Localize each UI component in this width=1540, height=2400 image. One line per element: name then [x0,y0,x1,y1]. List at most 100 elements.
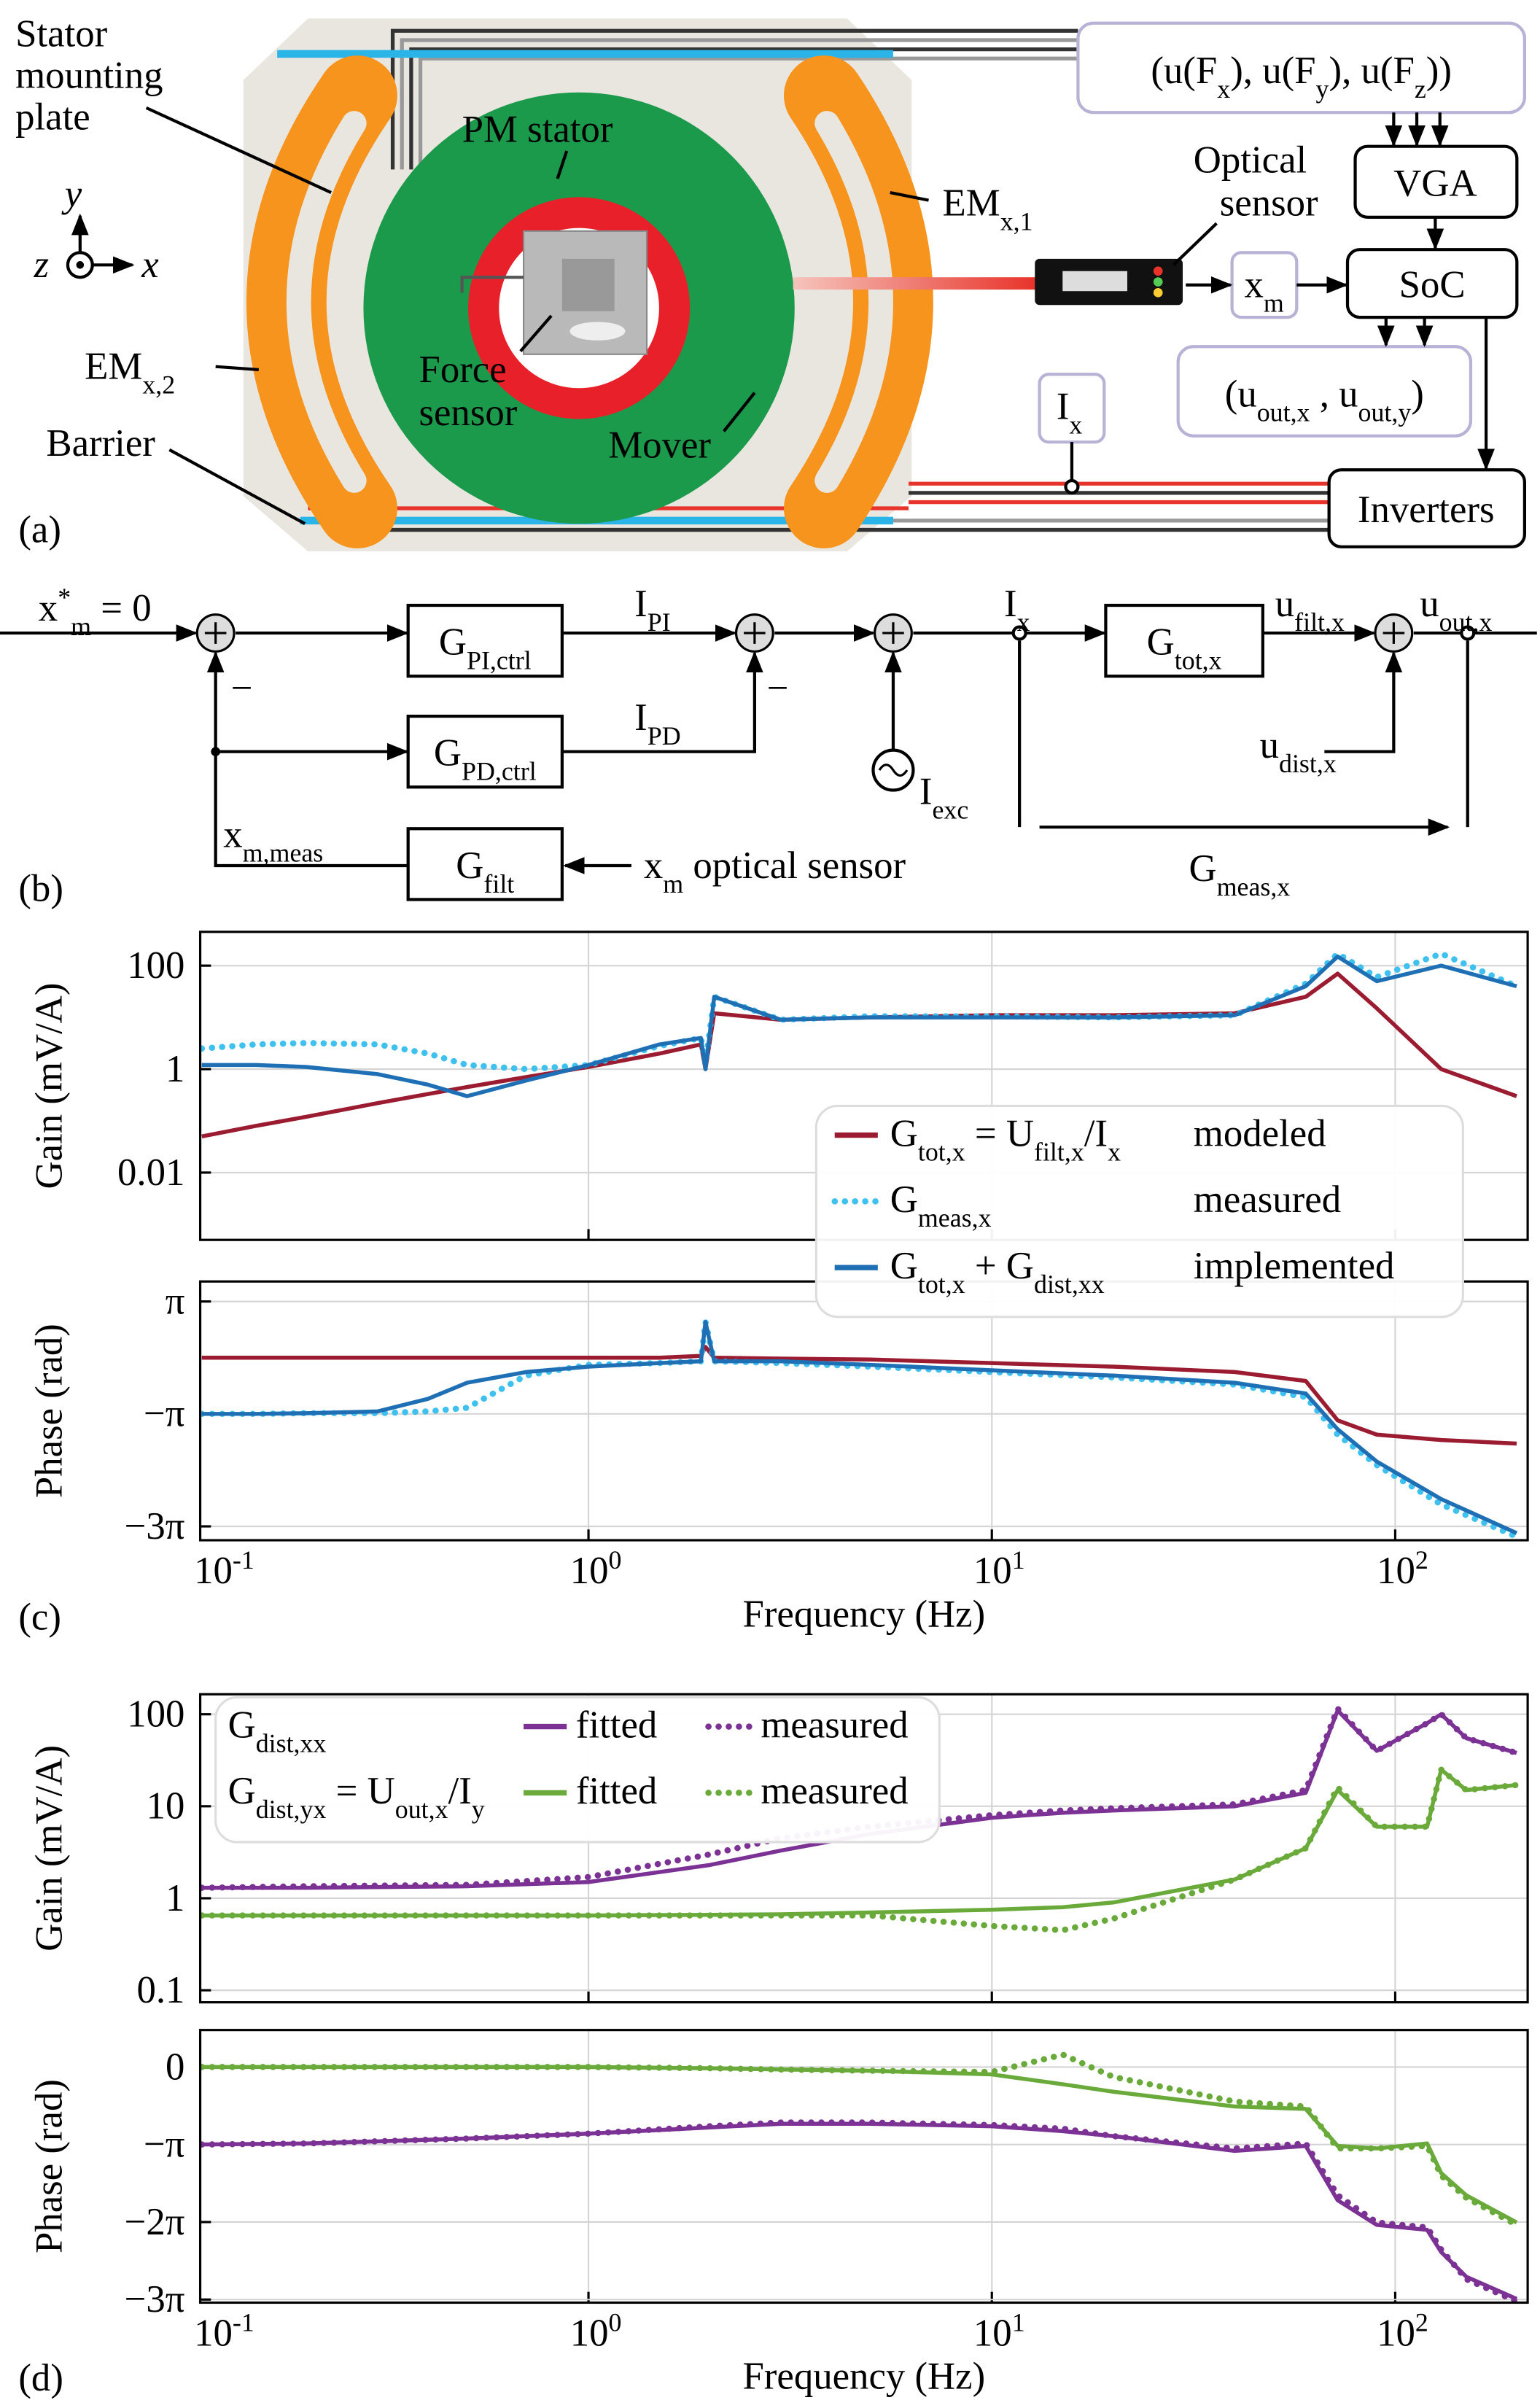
text-part: z [1415,74,1426,104]
text-part: G [228,1770,256,1812]
text-part: /I [1084,1112,1108,1154]
axis-label: y [61,173,82,215]
y-tick-label: 0 [166,2046,184,2088]
legend-entry: fitted [576,1770,657,1812]
signal-lines [0,624,1450,874]
sensor-wire [460,276,524,293]
text-part: out,x [395,1795,448,1824]
label: mounting [15,54,163,96]
text-part: u [1260,724,1279,766]
x-tick-label: 102 [1377,2308,1428,2355]
label: uout,x [1420,583,1492,637]
label: xm [1244,264,1283,318]
label: Gtot,x [1147,621,1222,675]
label: GPD,ctrl [434,732,537,786]
text-part: + G [965,1245,1034,1287]
legend: Gtot,x = Ufilt,x/Ix modeled Gmeas,x measure… [814,1104,1464,1319]
legend-label: Gmeas,x [890,1178,992,1232]
measured-line [200,1766,1520,1933]
line [201,1319,1518,1535]
label: Gmeas,x [1189,847,1290,901]
y-tick-label: 100 [127,944,184,987]
label: Iexc [919,771,968,825]
y-tick-label: −3π [125,1505,185,1547]
text-part: 2 [1415,2308,1428,2337]
text-part: x [1069,411,1082,440]
text-part: I [1004,583,1017,625]
measured-line [200,2119,1520,2303]
text-part: G [228,1704,256,1746]
plot-area [200,1281,1528,1541]
block [1104,603,1264,678]
text-part: filt,x [1294,607,1345,637]
legend-entry: fitted [576,1704,657,1746]
measured-line [200,2051,1520,2229]
text-part: , u [1310,373,1358,416]
block [406,603,564,678]
legend-label: Gtot,x = Ufilt,x/Ix [890,1112,1121,1166]
text-part: optical sensor [683,844,906,887]
y-axis-label: Phase (rad) [28,2079,70,2253]
excitation-symbol [878,764,909,777]
text-part: y [1316,74,1329,104]
panel-label: (a) [18,508,61,551]
text-part: G [434,732,462,774]
sensor-led [1153,287,1163,298]
force-ref-box [1076,21,1526,114]
label: Ix [1004,583,1030,637]
label: Force [419,349,506,391]
series-group [200,2051,1520,2303]
node [1011,625,1027,641]
text-part: PI,ctrl [467,646,532,675]
text-part: 2 [1415,1545,1428,1574]
text-part: m [663,869,683,898]
axes-frame [198,1693,1529,2004]
text-part: tot,x [918,1137,965,1166]
label: x*m = 0 [39,583,152,641]
text-part: -1 [233,2308,254,2337]
label: (u(Fx), u(Fy), u(Fz)) [1151,50,1452,104]
text-part: m [1264,289,1284,318]
text-part: meas,x [918,1203,992,1232]
label: ufilt,x [1275,583,1345,637]
arrows-a [1186,112,1495,471]
text-part: 1 [1012,2308,1025,2337]
label: GPI,ctrl [439,621,532,675]
panel-label: (d) [18,2357,63,2399]
line [201,954,1517,1098]
text-part: )) [1426,50,1452,92]
text-part: u [1275,583,1294,625]
legend-entry: measured [761,1770,908,1812]
text-part: I [634,583,648,625]
text-part: 0 [609,2308,622,2337]
em-x2-inner [286,111,367,493]
label: Gfilt [456,844,514,898]
y-tick-label: −2π [125,2201,185,2243]
axis-label: z [33,244,49,286]
text-part: dist,xx [256,1728,327,1758]
text-part: 10 [1377,2312,1415,2355]
text-part: PD [648,721,681,750]
measured-line [200,950,1520,1073]
block [406,715,564,789]
text-part: dist,xx [1034,1270,1105,1299]
text-part: 10 [570,2312,609,2355]
node [1460,625,1476,641]
sign: − [767,667,789,710]
label: Mover [608,424,711,466]
text-part: EM [85,346,142,388]
y-tick-label: 10 [147,1785,185,1828]
text-part: = U [965,1112,1034,1154]
panel-label: (c) [18,1596,61,1639]
legend-box [814,1104,1464,1319]
legend-box [214,1696,941,1844]
text-part: PI [648,607,671,637]
text-part: 10 [570,1550,609,1592]
x-tick-label: 101 [973,1545,1025,1592]
text-part: x [1244,264,1263,306]
legend-label: Gtot,x + Gdist,xx [890,1245,1105,1299]
